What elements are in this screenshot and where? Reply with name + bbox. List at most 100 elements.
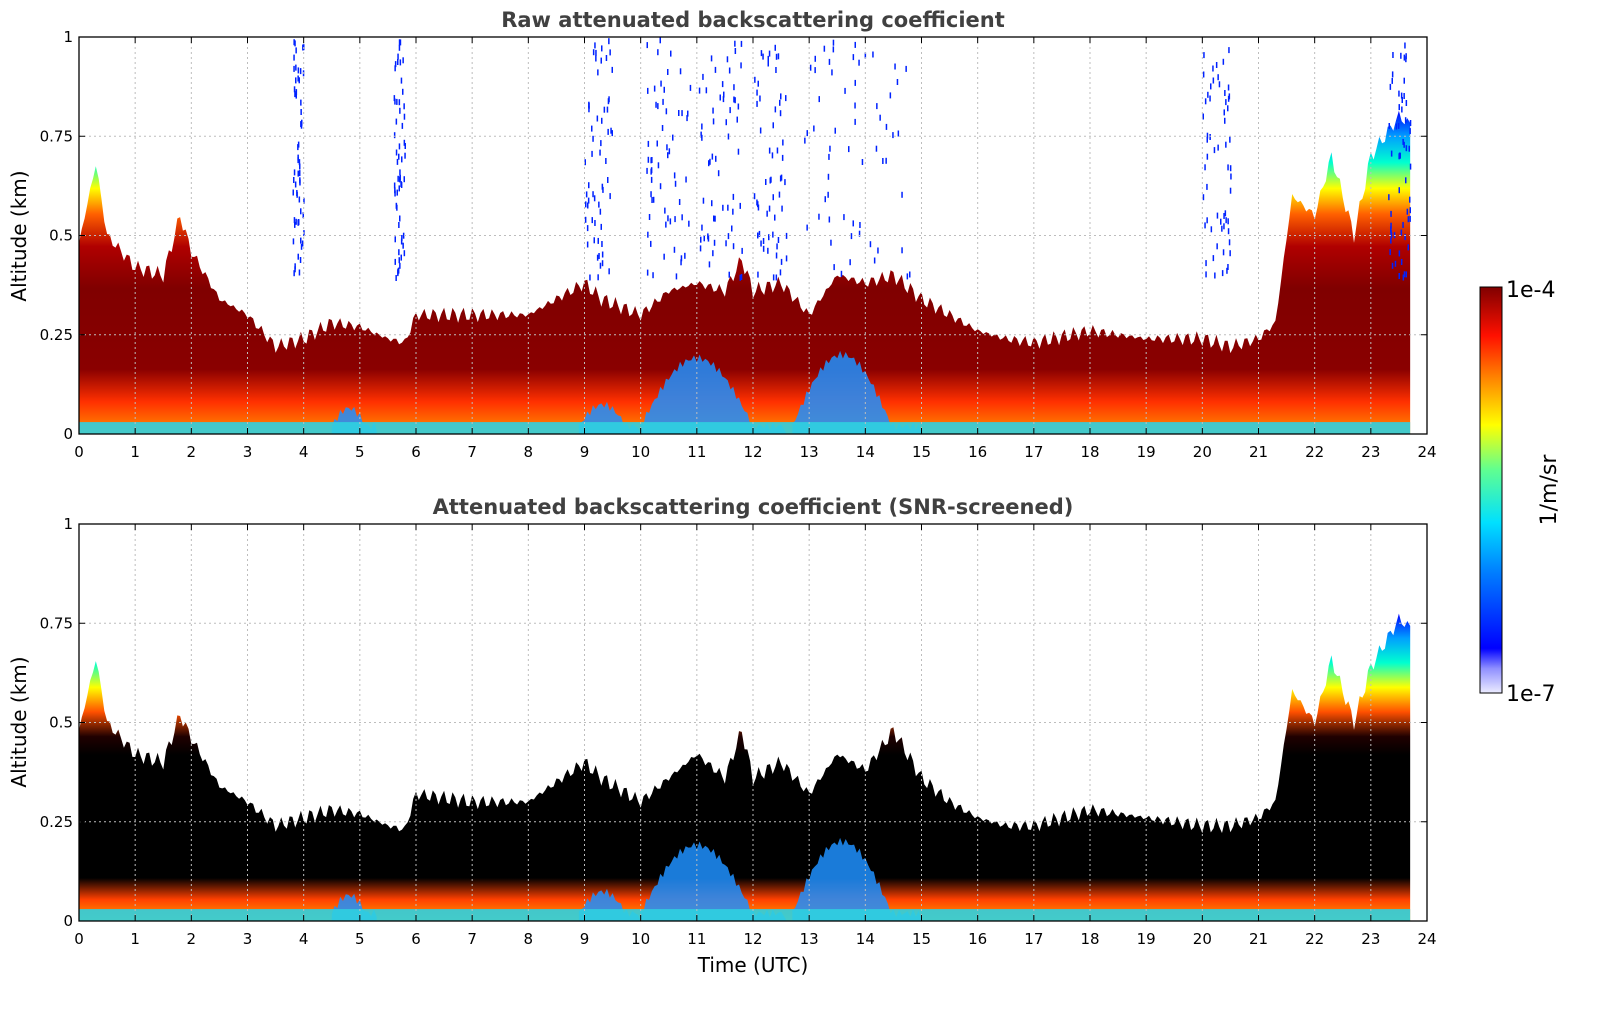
- noise-speck: [1228, 93, 1231, 100]
- noise-speck: [294, 40, 296, 47]
- noise-speck: [404, 143, 406, 149]
- noise-speck: [1400, 229, 1403, 236]
- y-axis-label: Altitude (km): [7, 656, 31, 787]
- noise-speck: [1409, 215, 1411, 222]
- noise-speck: [753, 193, 756, 200]
- noise-speck: [397, 53, 399, 60]
- noise-speck: [740, 274, 743, 280]
- noise-speck: [667, 215, 669, 222]
- noise-speck: [588, 106, 590, 113]
- noise-speck: [1402, 222, 1404, 228]
- x-tick-label: 2: [187, 930, 197, 948]
- noise-speck: [885, 123, 888, 130]
- noise-speck: [584, 159, 586, 166]
- x-tick-label: 11: [687, 443, 706, 461]
- noise-speck: [767, 60, 769, 67]
- noise-speck: [601, 260, 604, 267]
- noise-speck: [1217, 144, 1219, 151]
- noise-speck: [302, 212, 304, 219]
- noise-speck: [873, 257, 876, 264]
- noise-speck: [700, 236, 702, 243]
- noise-speck: [725, 119, 727, 126]
- noise-speck: [771, 152, 774, 159]
- x-tick-label: 5: [355, 443, 365, 461]
- noise-speck: [779, 269, 782, 276]
- noise-speck: [687, 110, 689, 117]
- noise-speck: [774, 44, 776, 51]
- noise-speck: [818, 213, 820, 220]
- noise-speck: [889, 92, 892, 99]
- noise-speck: [293, 270, 295, 277]
- noise-speck: [394, 190, 396, 197]
- noise-speck: [1405, 177, 1407, 184]
- near-surface-region: [640, 841, 787, 921]
- noise-speck: [701, 134, 703, 141]
- noise-speck: [1214, 272, 1216, 279]
- noise-speck: [713, 239, 716, 246]
- x-tick-label: 11: [687, 930, 706, 948]
- noise-speck: [401, 156, 403, 163]
- noise-speck: [303, 197, 305, 204]
- noise-speck: [652, 196, 655, 203]
- x-tick-label: 7: [467, 930, 477, 948]
- noise-speck: [869, 241, 872, 248]
- noise-speck: [1224, 210, 1227, 217]
- noise-speck: [712, 107, 714, 114]
- x-tick-label: 17: [1024, 930, 1043, 948]
- noise-speck: [686, 115, 688, 122]
- x-tick-label: 12: [743, 930, 762, 948]
- noise-speck: [394, 98, 396, 105]
- y-tick-label: 0.5: [49, 227, 73, 245]
- noise-speck: [760, 50, 763, 57]
- noise-speck: [732, 208, 734, 215]
- noise-speck: [854, 102, 856, 109]
- noise-speck: [1227, 264, 1229, 270]
- x-axis-label: Time (UTC): [697, 953, 809, 977]
- noise-speck: [293, 54, 295, 61]
- noise-speck: [399, 39, 402, 46]
- noise-speck: [1390, 210, 1392, 217]
- noise-speck: [1402, 138, 1404, 145]
- noise-speck: [300, 243, 303, 250]
- noise-speck: [393, 182, 396, 189]
- noise-speck: [1223, 223, 1225, 230]
- noise-speck: [652, 272, 654, 279]
- y-tick-label: 0.5: [49, 714, 73, 732]
- noise-speck: [779, 175, 782, 182]
- noise-speck: [685, 176, 687, 183]
- noise-speck: [1405, 271, 1407, 278]
- noise-speck: [872, 51, 874, 58]
- noise-speck: [666, 144, 668, 151]
- noise-speck: [611, 130, 613, 137]
- noise-speck: [1225, 217, 1227, 224]
- noise-speck: [396, 158, 399, 165]
- noise-speck: [300, 109, 302, 115]
- noise-speck: [681, 214, 683, 221]
- noise-speck: [813, 125, 815, 132]
- noise-speck: [1227, 228, 1230, 235]
- noise-speck: [772, 231, 774, 238]
- noise-speck: [1203, 52, 1205, 59]
- noise-speck: [729, 107, 731, 114]
- noise-speck: [295, 77, 297, 84]
- noise-speck: [1403, 54, 1406, 61]
- noise-speck: [594, 220, 596, 226]
- noise-speck: [849, 259, 851, 266]
- noise-speck: [586, 225, 589, 232]
- noise-speck: [588, 182, 590, 189]
- noise-speck: [1390, 150, 1393, 157]
- noise-speck: [401, 122, 404, 129]
- noise-speck: [834, 127, 836, 134]
- noise-speck: [715, 155, 717, 162]
- noise-speck: [854, 118, 856, 125]
- noise-speck: [861, 159, 864, 165]
- noise-speck: [1227, 105, 1229, 112]
- panel-title: Attenuated backscattering coefficient (S…: [433, 495, 1074, 519]
- noise-speck: [674, 180, 677, 187]
- noise-speck: [297, 170, 299, 177]
- noise-speck: [404, 152, 406, 159]
- noise-speck: [591, 125, 593, 132]
- noise-speck: [605, 55, 608, 61]
- noise-speck: [1395, 123, 1398, 130]
- noise-speck: [399, 107, 401, 114]
